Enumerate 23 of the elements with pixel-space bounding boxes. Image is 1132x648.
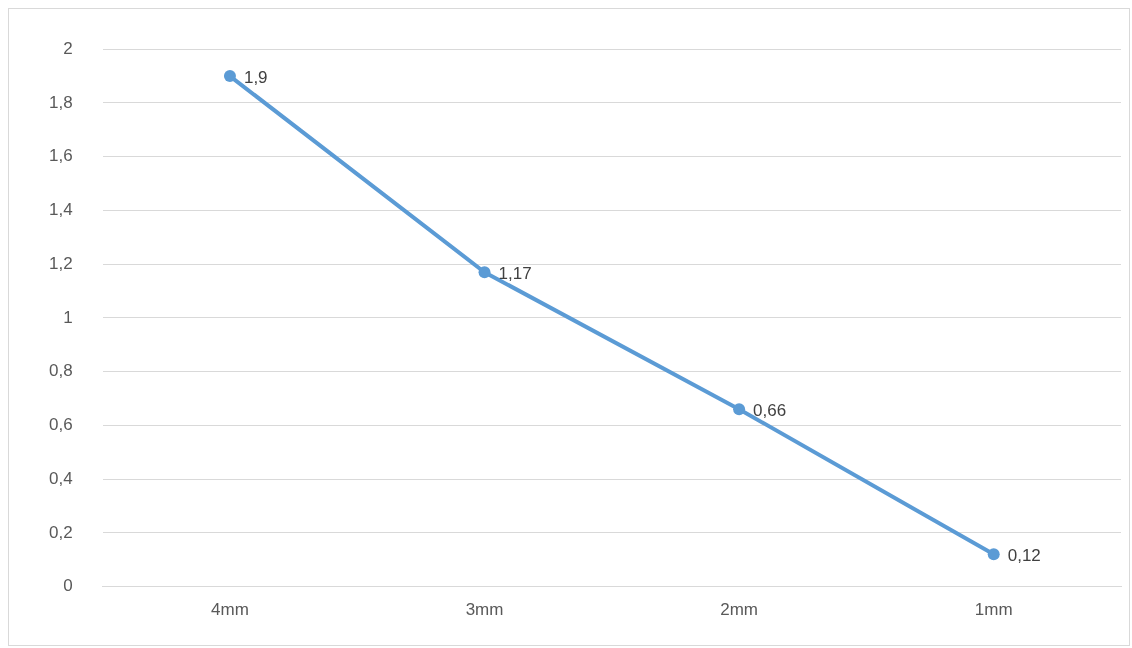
x-tick-label: 1mm	[974, 600, 1013, 620]
y-tick-label: 1,6	[48, 146, 73, 166]
y-tick-label: 1	[63, 307, 73, 327]
y-tick-label: 1,4	[48, 200, 73, 220]
y-tick-label: 0,6	[48, 415, 73, 435]
y-tick-label: 0,4	[48, 468, 73, 488]
y-tick-label: 0,8	[48, 361, 73, 381]
y-tick-label: 0	[63, 576, 73, 596]
point	[478, 266, 491, 279]
point	[223, 70, 236, 83]
y-tick-label: 1,2	[48, 253, 73, 273]
data-label: 1,9	[243, 67, 268, 87]
point	[987, 548, 1000, 561]
x-tick-label: 2mm	[720, 600, 758, 620]
data-label: 0,12	[1007, 546, 1041, 566]
x-tick-label: 3mm	[465, 600, 504, 620]
y-tick-label: 0,2	[48, 522, 73, 542]
x-tick-label: 4mm	[211, 600, 249, 620]
y-tick-label: 2	[63, 38, 73, 58]
y-tick-label: 1,8	[48, 92, 73, 112]
data-label: 1,17	[498, 263, 532, 283]
data-label: 0,66	[753, 400, 787, 420]
point	[733, 403, 746, 416]
